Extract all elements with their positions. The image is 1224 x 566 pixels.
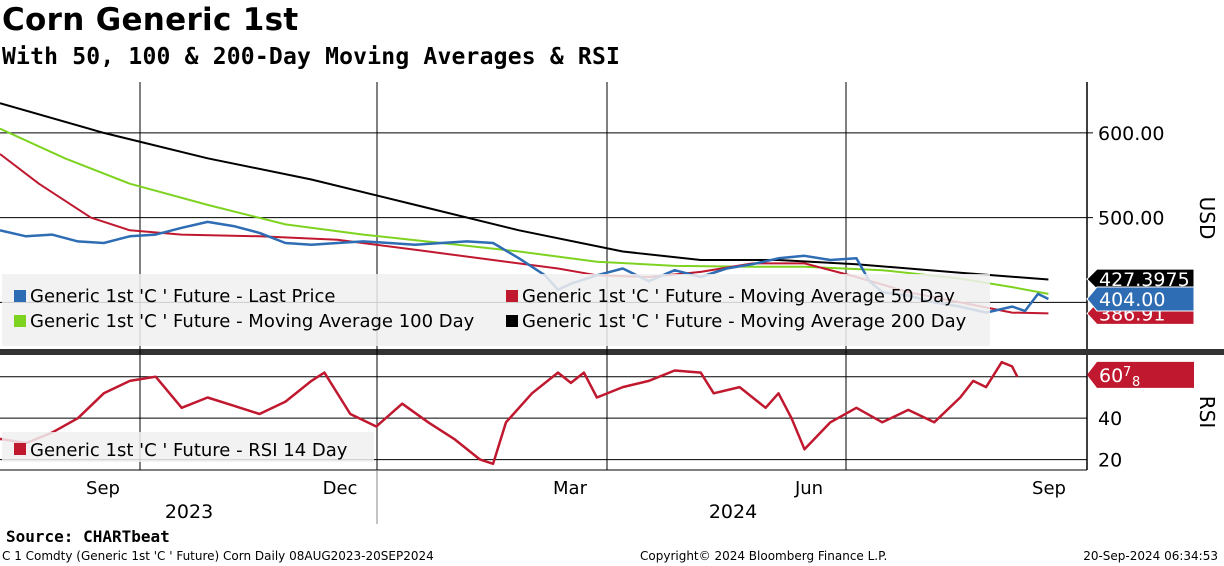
rsi-value-tag-shape — [1087, 361, 1194, 388]
x-month-label: Mar — [553, 478, 588, 499]
rsi-legend-box — [2, 432, 374, 462]
x-month-label: Sep — [86, 478, 120, 499]
x-month-label: Sep — [1032, 478, 1066, 499]
footer-ticker: C 1 Comdty (Generic 1st 'C ' Future) Cor… — [2, 549, 434, 563]
legend-swatch-ma50 — [506, 290, 518, 302]
panel-divider[interactable] — [0, 349, 1224, 355]
source-label: Source: CHARTbeat — [6, 527, 170, 546]
price-legend-box — [2, 274, 990, 346]
price-value-tag-shape — [1086, 286, 1195, 312]
rsi-value-tag-sup: 7 — [1123, 365, 1131, 380]
rsi-value-tag-text: 60 — [1099, 365, 1123, 387]
legend-label-ma50: Generic 1st 'C ' Future - Moving Average… — [522, 286, 955, 307]
rsi-axis-title: RSI — [1195, 396, 1219, 429]
legend-swatch-ma200 — [506, 315, 518, 327]
ma200-value-tag-text: 427.3975 — [1099, 269, 1190, 291]
footer-timestamp: 20-Sep-2024 06:34:53 — [1083, 549, 1218, 563]
legend-label-price: Generic 1st 'C ' Future - Last Price — [30, 286, 335, 307]
legend-swatch-ma100 — [14, 315, 26, 327]
footer-copyright: Copyright© 2024 Bloomberg Finance L.P. — [640, 549, 888, 563]
price-tick-label: 600.00 — [1098, 123, 1164, 145]
x-month-label: Jun — [794, 478, 823, 499]
legend-label-rsi: Generic 1st 'C ' Future - RSI 14 Day — [30, 440, 348, 461]
legend-label-ma100: Generic 1st 'C ' Future - Moving Average… — [30, 311, 475, 332]
ma200-value-tag-shape — [1086, 268, 1195, 290]
x-month-label: Dec — [323, 478, 358, 499]
legend-swatch-rsi — [14, 443, 26, 455]
ma200-value-tag: 427.3975 — [1086, 268, 1195, 291]
ma100-line — [0, 127, 1049, 295]
rsi-tick-label: 20 — [1098, 450, 1122, 472]
price-axis-title: USD — [1195, 197, 1219, 240]
rsi-value-tag: 60 78 — [1087, 361, 1194, 390]
price-value-tag: 404.00 — [1086, 286, 1195, 312]
legend-swatch-price — [14, 290, 26, 302]
price-value-tag-text: 404.00 — [1099, 289, 1165, 311]
x-year-label: 2024 — [709, 501, 757, 523]
legend-label-ma200: Generic 1st 'C ' Future - Moving Average… — [522, 311, 967, 332]
rsi-line — [0, 360, 1019, 466]
rsi-value-tag-sub: 8 — [1132, 375, 1140, 390]
price-tick-label: 500.00 — [1098, 208, 1164, 230]
chart-subtitle: With 50, 100 & 200-Day Moving Averages &… — [2, 44, 621, 70]
chart-title: Corn Generic 1st — [2, 2, 299, 38]
rsi-tick-label: 40 — [1098, 408, 1122, 430]
x-year-label: 2023 — [165, 501, 213, 523]
ma200-line — [0, 102, 1049, 281]
